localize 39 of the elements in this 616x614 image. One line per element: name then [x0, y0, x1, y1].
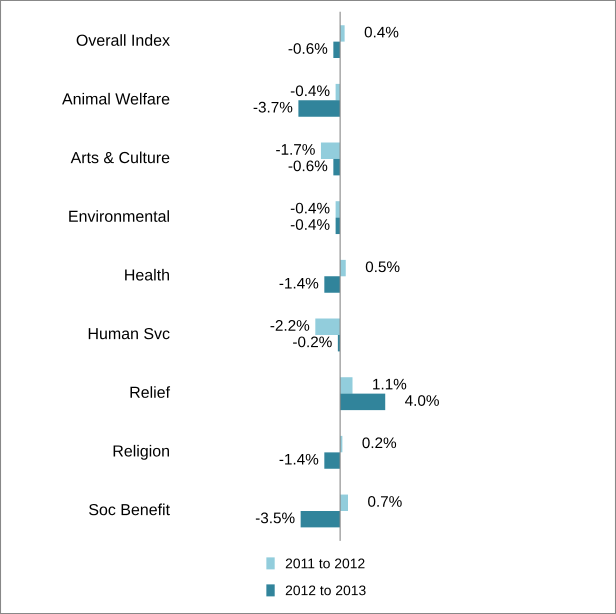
data-label: 0.4%	[364, 26, 398, 38]
data-label: 0.2%	[362, 437, 396, 448]
bar	[340, 260, 346, 276]
legend-label: 2011 to 2012	[286, 558, 364, 568]
data-label: -1.7%	[276, 144, 315, 155]
data-label: 1.1%	[373, 378, 406, 390]
data-label: -0.2%	[293, 336, 332, 348]
bar	[298, 100, 340, 117]
bar	[324, 452, 340, 469]
bar	[340, 494, 348, 511]
bar	[300, 510, 340, 528]
y-tick-label: Animal Welfare	[62, 92, 170, 105]
y-tick-label: Overall Index	[76, 34, 170, 46]
bar	[340, 394, 386, 410]
y-tick-label: Soc Benefit	[89, 504, 170, 516]
data-label: 0.7%	[368, 496, 402, 507]
y-tick-label: Human Svc	[88, 328, 170, 340]
y-tick-label: Environmental	[69, 210, 169, 222]
data-label: -1.4%	[280, 278, 318, 289]
y-tick-label: Relief	[130, 386, 170, 398]
data-label: -0.4%	[290, 219, 330, 230]
data-label: -0.4%	[290, 202, 330, 214]
legend-label: 2012 to 2013	[286, 585, 366, 596]
bar	[315, 318, 340, 335]
bar	[320, 142, 340, 159]
data-label: 0.5%	[366, 261, 400, 272]
data-label: 4.0%	[405, 395, 439, 406]
data-label: -0.6%	[288, 43, 328, 54]
bar	[324, 276, 340, 293]
bar	[340, 377, 353, 394]
data-label: -3.5%	[256, 512, 295, 524]
data-label: -2.2%	[270, 320, 310, 331]
y-tick-label: Religion	[114, 444, 169, 460]
data-label: -3.7%	[254, 102, 292, 113]
y-tick-label: Health	[125, 268, 169, 281]
y-tick-label: Arts & Culture	[70, 152, 170, 164]
data-label: -0.4%	[290, 85, 330, 96]
data-label: -0.6%	[288, 160, 328, 172]
data-label: -1.4%	[280, 454, 318, 465]
